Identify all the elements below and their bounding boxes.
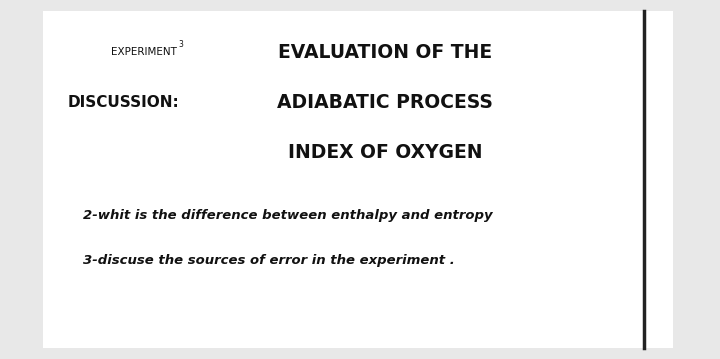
Bar: [43, 11, 673, 348]
Text: INDEX OF OXYGEN: INDEX OF OXYGEN: [288, 143, 482, 162]
Text: 2-whit is the difference between enthalpy and entropy: 2-whit is the difference between enthalp…: [83, 209, 492, 222]
Text: EXPERIMENT: EXPERIMENT: [111, 47, 176, 57]
Text: 3-discuse the sources of error in the experiment .: 3-discuse the sources of error in the ex…: [83, 254, 454, 267]
Text: EVALUATION OF THE: EVALUATION OF THE: [278, 43, 492, 61]
Text: ADIABATIC PROCESS: ADIABATIC PROCESS: [277, 93, 493, 112]
Text: DISCUSSION:: DISCUSSION:: [68, 95, 180, 110]
Text: 3: 3: [179, 40, 184, 50]
